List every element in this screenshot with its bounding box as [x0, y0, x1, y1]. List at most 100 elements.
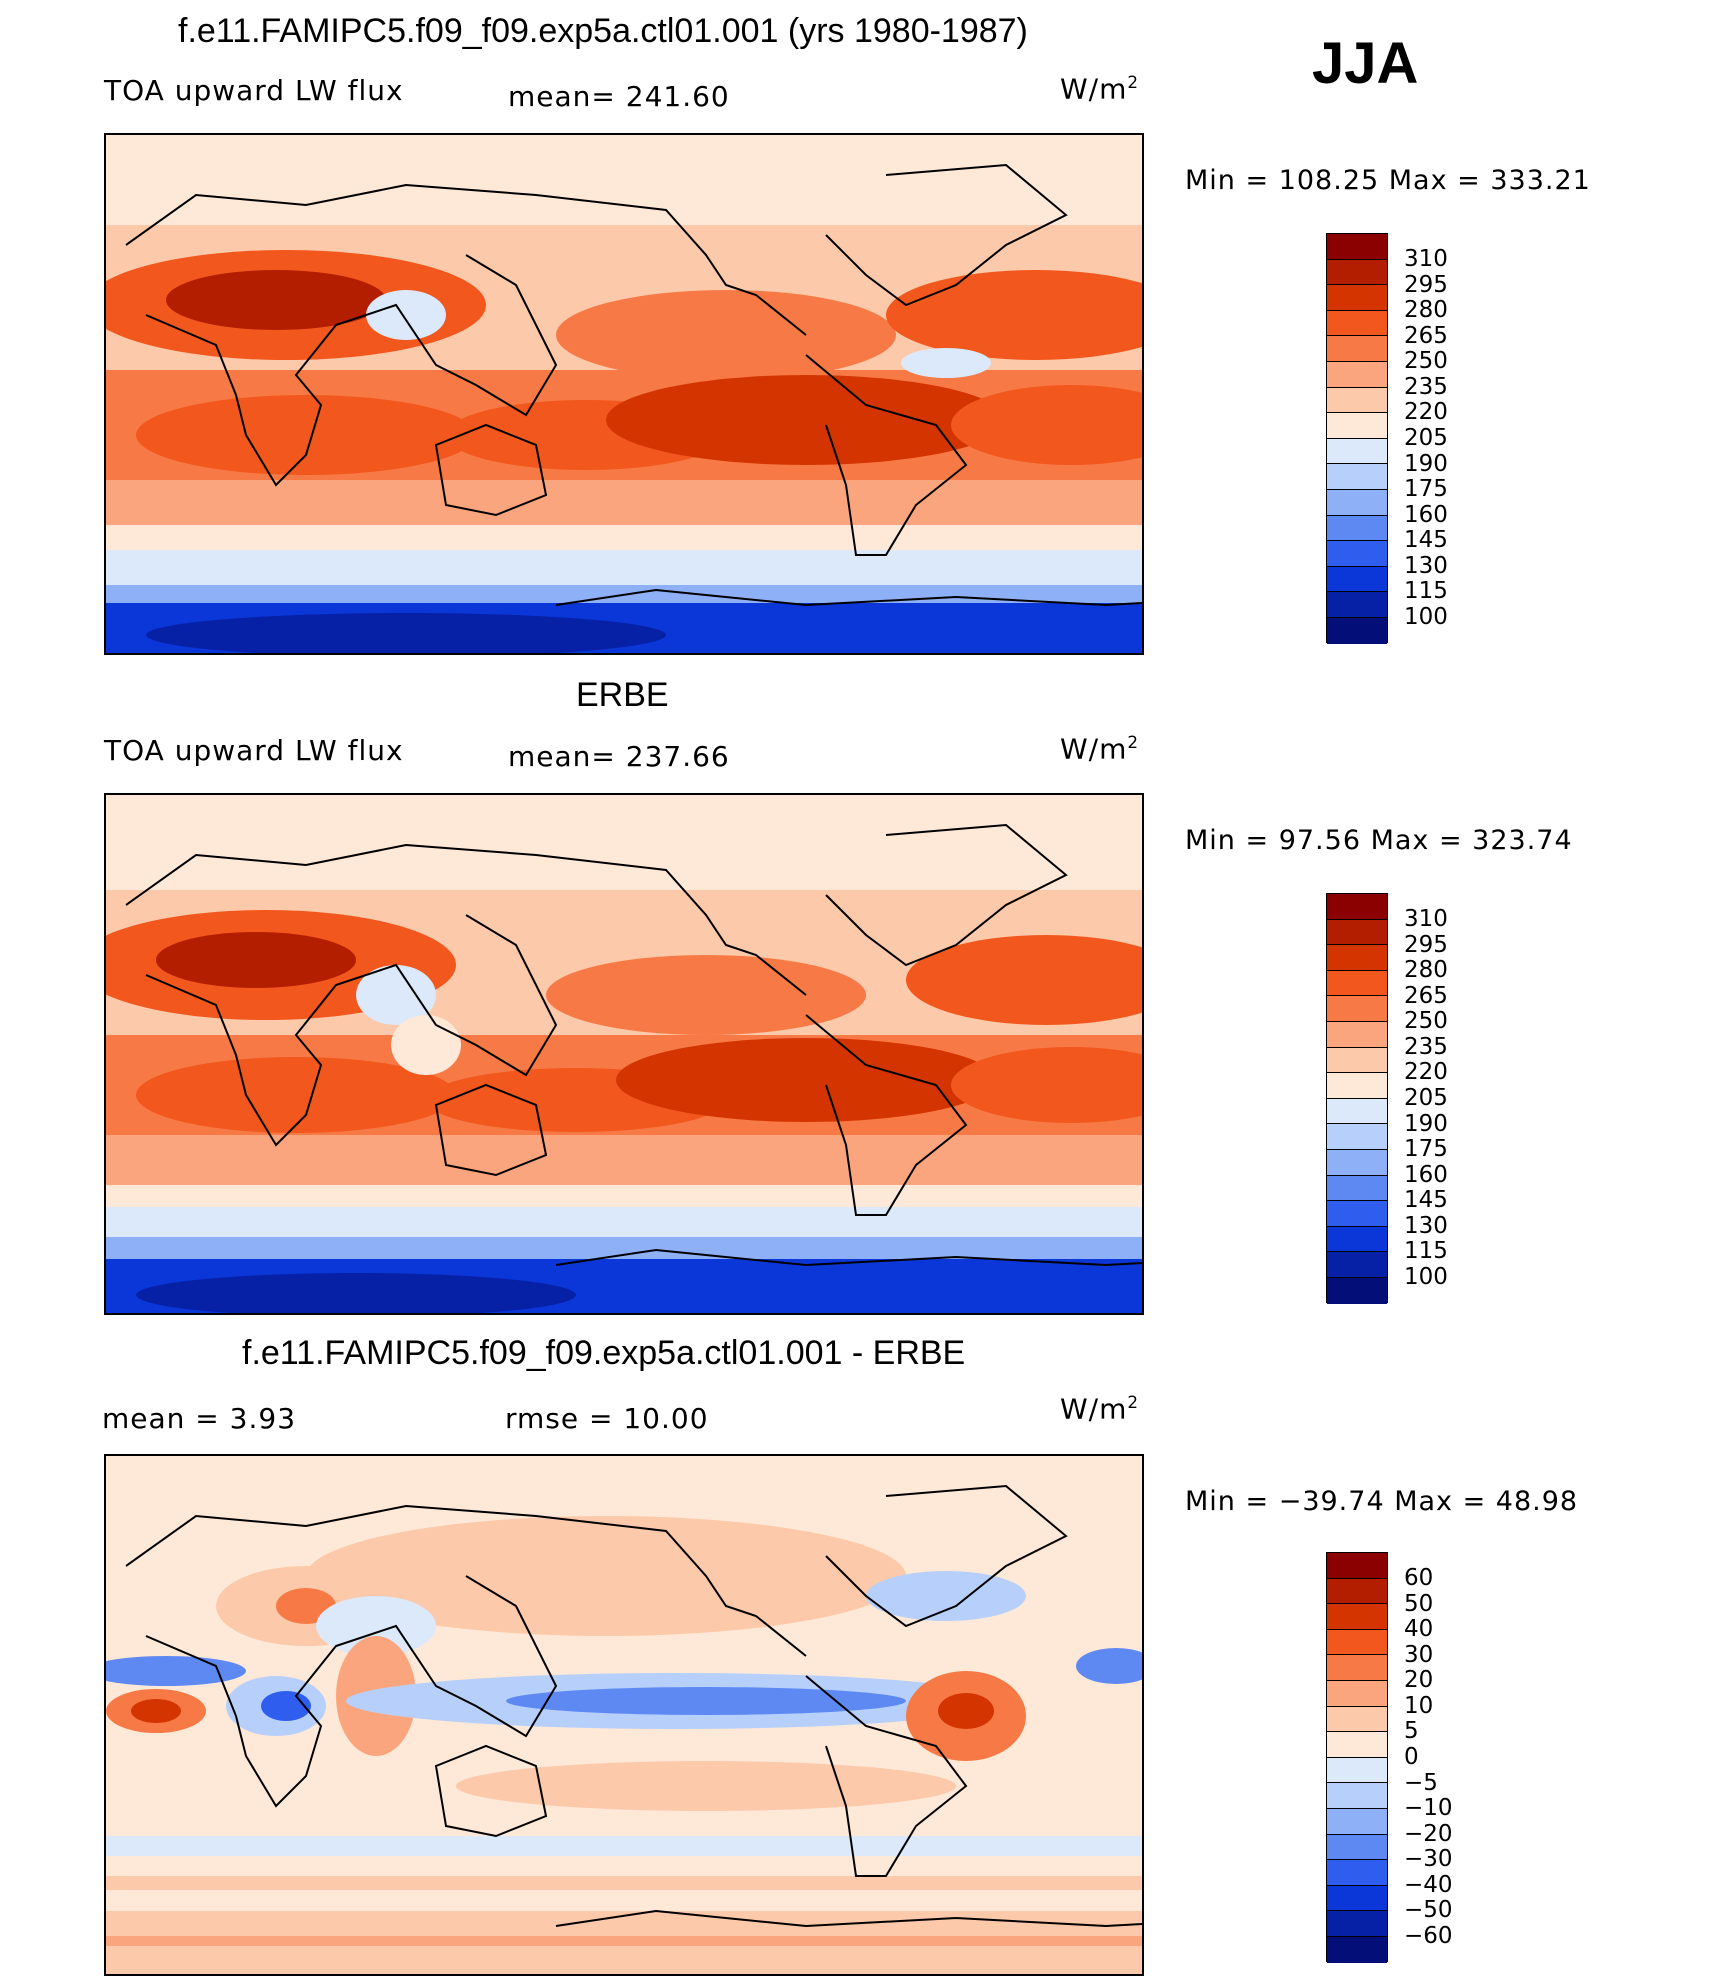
cbar-3-tick: −10 — [1404, 1795, 1453, 1821]
panel-1-units: W/m2 — [1060, 72, 1140, 106]
cbar-1-seg — [1327, 489, 1387, 516]
panel-3-mean-label: mean = 3.93 — [102, 1402, 297, 1435]
cbar-2-tick: 130 — [1404, 1213, 1448, 1239]
cbar-3-seg — [1327, 1680, 1387, 1707]
cbar-2-seg — [1327, 1073, 1387, 1099]
panel-3-rmse-label: rmse = 10.00 — [505, 1402, 709, 1435]
cbar-3-tick: −30 — [1404, 1846, 1453, 1872]
cbar-3-seg — [1327, 1655, 1387, 1681]
cbar-1-tick: 145 — [1404, 527, 1448, 553]
cbar-3-seg — [1327, 1911, 1387, 1937]
panel-3-colorbar — [1326, 1552, 1388, 1963]
cbar-2-seg — [1327, 996, 1387, 1022]
panel-3-map — [104, 1454, 1144, 1976]
cbar-1-seg — [1327, 361, 1387, 388]
cbar-3-tick: −40 — [1404, 1872, 1453, 1898]
cbar-1-tick: 190 — [1404, 451, 1448, 477]
cbar-2-tick: 115 — [1404, 1238, 1448, 1264]
cbar-2-seg — [1327, 1098, 1387, 1125]
cbar-2-seg — [1327, 945, 1387, 971]
cbar-3-seg — [1327, 1732, 1387, 1758]
cbar-2-tick: 190 — [1404, 1111, 1448, 1137]
cbar-2-seg — [1327, 1149, 1387, 1176]
cbar-3-tick: 30 — [1404, 1642, 1434, 1668]
cbar-3-tick: −60 — [1404, 1923, 1453, 1949]
panel-2-variable-label: TOA upward LW flux — [104, 734, 404, 767]
panel-2-minmax: Min = 97.56 Max = 323.74 — [1185, 825, 1573, 856]
cbar-1-seg — [1327, 336, 1387, 362]
cbar-2-tick: 250 — [1404, 1008, 1448, 1034]
cbar-3-tick: 10 — [1404, 1693, 1434, 1719]
cbar-1-tick: 100 — [1404, 604, 1448, 630]
cbar-3-tick: 20 — [1404, 1667, 1434, 1693]
cbar-2-seg — [1327, 1124, 1387, 1150]
cbar-1-seg — [1327, 566, 1387, 593]
panel-1-title: f.e11.FAMIPC5.f09_f09.exp5a.ctl01.001 (y… — [178, 12, 1028, 50]
cbar-2-seg — [1327, 1047, 1387, 1074]
cbar-1-seg — [1327, 310, 1387, 337]
panel-1-variable-label: TOA upward LW flux — [104, 74, 404, 107]
cbar-2-tick: 280 — [1404, 957, 1448, 983]
cbar-3-tick: 40 — [1404, 1616, 1434, 1642]
cbar-3-tick: 0 — [1404, 1744, 1419, 1770]
panel-1-colorbar — [1326, 233, 1388, 644]
cbar-1-tick: 295 — [1404, 272, 1448, 298]
cbar-1-tick: 205 — [1404, 425, 1448, 451]
cbar-1-tick: 310 — [1404, 246, 1448, 272]
panel-3-title: f.e11.FAMIPC5.f09_f09.exp5a.ctl01.001 - … — [242, 1334, 966, 1372]
cbar-2-seg — [1327, 1175, 1387, 1202]
cbar-2-seg — [1327, 1252, 1387, 1278]
panel-2-units: W/m2 — [1060, 732, 1140, 766]
cbar-2-tick: 295 — [1404, 932, 1448, 958]
cbar-2-tick: 310 — [1404, 906, 1448, 932]
cbar-2-seg — [1327, 894, 1387, 920]
cbar-1-seg — [1327, 541, 1387, 567]
panel-1-minmax: Min = 108.25 Max = 333.21 — [1185, 165, 1591, 196]
cbar-3-tick: 60 — [1404, 1565, 1434, 1591]
cbar-2-tick: 145 — [1404, 1187, 1448, 1213]
cbar-1-seg — [1327, 617, 1387, 644]
season-label: JJA — [1312, 31, 1419, 96]
cbar-1-seg — [1327, 592, 1387, 618]
cbar-1-tick: 160 — [1404, 502, 1448, 528]
panel-3-minmax: Min = −39.74 Max = 48.98 — [1185, 1486, 1579, 1517]
cbar-3-tick: 5 — [1404, 1718, 1419, 1744]
cbar-2-tick: 160 — [1404, 1162, 1448, 1188]
cbar-1-seg — [1327, 464, 1387, 490]
cbar-3-tick: −50 — [1404, 1897, 1453, 1923]
cbar-2-tick: 205 — [1404, 1085, 1448, 1111]
panel-2-colorbar — [1326, 893, 1388, 1304]
cbar-3-tick: −20 — [1404, 1821, 1453, 1847]
cbar-1-tick: 175 — [1404, 476, 1448, 502]
panel-1-mean-label: mean= 241.60 — [508, 80, 730, 113]
cbar-1-tick: 115 — [1404, 578, 1448, 604]
cbar-3-seg — [1327, 1885, 1387, 1912]
panel-1-map — [104, 133, 1144, 655]
cbar-2-tick: 100 — [1404, 1264, 1448, 1290]
panel-2-title: ERBE — [576, 676, 669, 714]
panel-3-units: W/m2 — [1060, 1392, 1140, 1426]
panel-2-map — [104, 793, 1144, 1315]
cbar-3-tick: −5 — [1404, 1770, 1438, 1796]
cbar-1-seg — [1327, 413, 1387, 439]
cbar-1-seg — [1327, 234, 1387, 260]
cbar-1-tick: 220 — [1404, 399, 1448, 425]
cbar-1-seg — [1327, 387, 1387, 414]
cbar-1-seg — [1327, 438, 1387, 465]
cbar-2-seg — [1327, 1226, 1387, 1253]
cbar-2-seg — [1327, 970, 1387, 997]
cbar-1-tick: 130 — [1404, 553, 1448, 579]
cbar-1-seg — [1327, 259, 1387, 286]
cbar-3-seg — [1327, 1860, 1387, 1886]
cbar-3-seg — [1327, 1936, 1387, 1963]
cbar-1-tick: 265 — [1404, 323, 1448, 349]
cbar-3-seg — [1327, 1834, 1387, 1861]
cbar-2-tick: 220 — [1404, 1059, 1448, 1085]
cbar-1-tick: 235 — [1404, 374, 1448, 400]
cbar-2-seg — [1327, 1021, 1387, 1048]
cbar-3-seg — [1327, 1629, 1387, 1656]
panel-2-mean-label: mean= 237.66 — [508, 740, 730, 773]
cbar-3-seg — [1327, 1706, 1387, 1733]
cbar-2-tick: 235 — [1404, 1034, 1448, 1060]
cbar-3-seg — [1327, 1578, 1387, 1605]
